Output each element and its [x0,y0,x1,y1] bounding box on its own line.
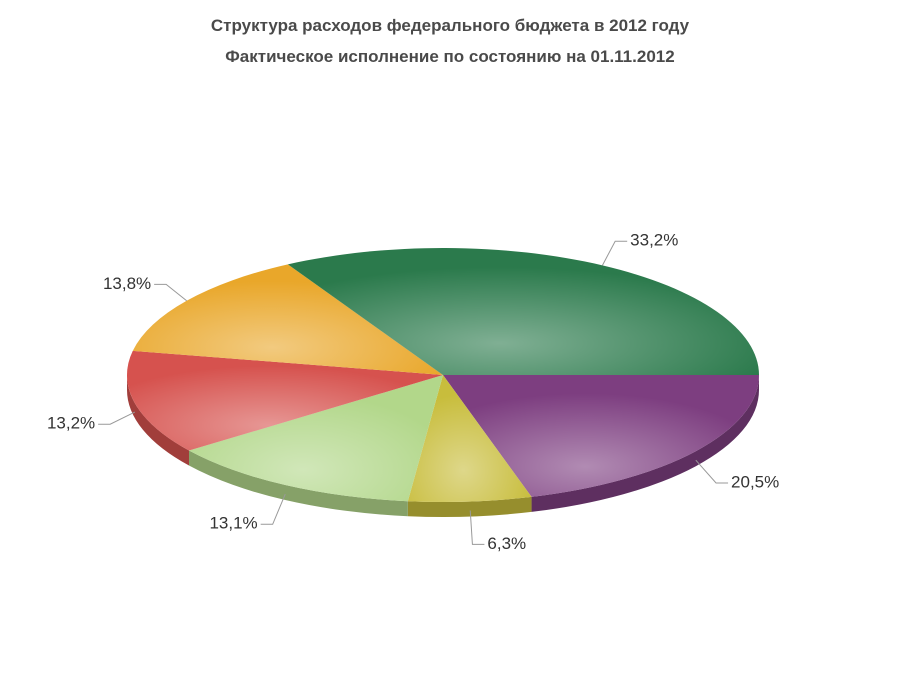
leader-line [260,493,286,525]
leader-line [154,283,187,302]
slice-highlight [287,247,759,375]
data-label: 20,5% [731,472,779,491]
data-label: 6,3% [487,534,526,553]
data-label: 13,2% [47,414,95,433]
leader-line [469,510,485,545]
slice-highlight [188,375,443,502]
slice-highlight [132,264,444,375]
data-label: 33,2% [630,231,678,250]
pie-side [188,450,408,517]
chart-subtitle: Фактическое исполнение по состоянию на 0… [225,47,674,66]
slice-highlight [407,375,532,502]
slice-highlight [127,350,444,451]
pie-side [407,496,532,517]
slice-highlight [443,375,759,497]
pie-side [531,375,759,512]
data-label: 13,8% [103,274,151,293]
data-label: 13,1% [209,514,257,533]
leader-line [601,240,628,266]
leader-line [98,411,136,425]
leader-line [695,459,729,484]
pie-side [127,375,189,466]
chart-title: Структура расходов федерального бюджета … [211,16,690,35]
